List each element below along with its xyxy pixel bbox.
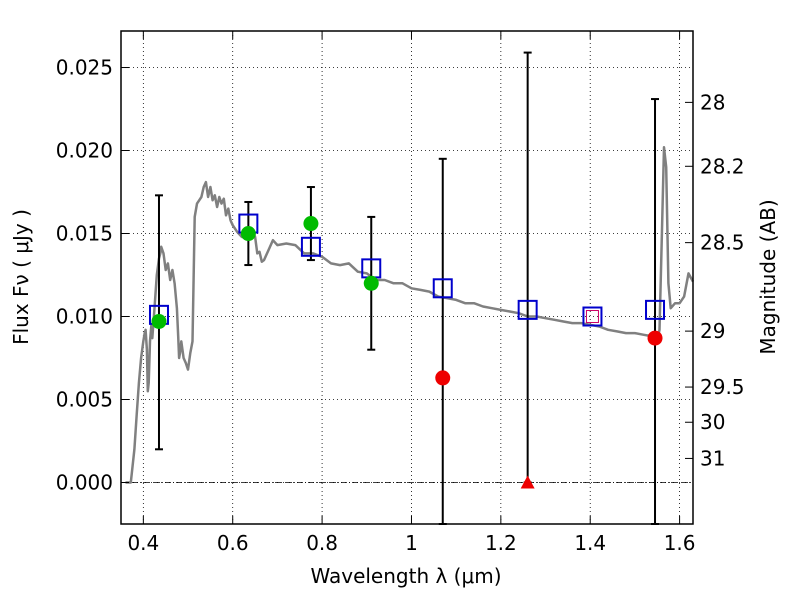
- mag-tick-label-1: 28.2: [700, 154, 745, 178]
- y-tick-label-1: 0.005: [56, 388, 113, 412]
- highlighted-model-square: [585, 310, 599, 324]
- model-flux-square-6: [582, 306, 603, 327]
- sed-curve-path: [125, 145, 695, 484]
- y-tick-label-5: 0.025: [56, 56, 113, 80]
- plot-frame: [120, 30, 694, 525]
- mag-tick-label-4: 29.5: [700, 375, 745, 399]
- model-flux-square-7: [645, 299, 666, 320]
- mag-tick-label-3: 29: [700, 319, 725, 343]
- mag-tick-label-6: 31: [700, 446, 725, 470]
- x-tick-label-4: 1.2: [485, 531, 517, 555]
- x-axis-label: Wavelength λ (μm): [310, 564, 501, 588]
- y-tick-label-4: 0.020: [56, 139, 113, 163]
- detection-point-0: [151, 313, 167, 329]
- detection-point-3: [363, 275, 379, 291]
- x-tick-label-5: 1.4: [574, 531, 606, 555]
- mag-tick-label-0: 28: [700, 90, 725, 114]
- y-axis-label: Flux Fν ( μJy ): [9, 209, 33, 345]
- x-tick-label-0: 0.4: [127, 531, 159, 555]
- x-tick-label-6: 1.6: [664, 531, 696, 555]
- model-flux-square-2: [300, 236, 321, 257]
- nondetection-point-1: [647, 330, 663, 346]
- error-bars: [154, 51, 660, 525]
- x-tick-label-1: 0.6: [217, 531, 249, 555]
- nondetection-point-0: [435, 370, 451, 386]
- y-tick-label-0: 0.000: [56, 471, 113, 495]
- detection-point-1: [240, 226, 256, 242]
- upper-limit-triangle: [520, 475, 535, 489]
- sed-model-curve: [125, 145, 695, 484]
- mag-tick-label-2: 28.5: [700, 231, 745, 255]
- mag-tick-label-5: 30: [700, 410, 725, 434]
- right-axis-label: Magnitude (AB): [756, 199, 780, 354]
- detection-point-2: [303, 216, 319, 232]
- model-flux-square-4: [432, 278, 453, 299]
- x-tick-label-2: 0.8: [306, 531, 338, 555]
- tick-labels: 0.4 0.6 0.8 1 1.2 1.4 1.6 0.000 0.005 0.010 0.015 0…: [56, 56, 745, 555]
- y-tick-label-2: 0.010: [56, 305, 113, 329]
- y-tick-label-3: 0.015: [56, 222, 113, 246]
- model-flux-square-5: [517, 299, 538, 320]
- grid: [121, 31, 693, 524]
- axis-ticks: [121, 31, 693, 524]
- markers: [148, 213, 666, 489]
- x-tick-label-3: 1: [405, 531, 418, 555]
